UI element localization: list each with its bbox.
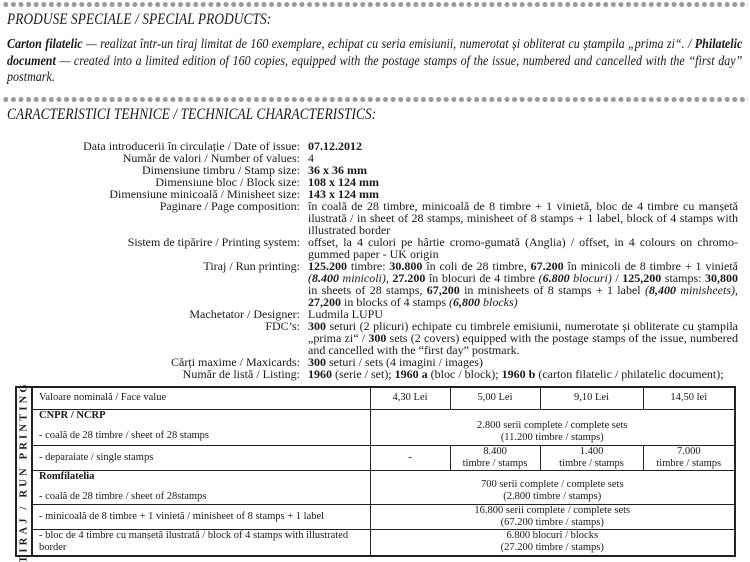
spec-row: Număr de listă / Listing: 1960 (serie / s… [0,368,740,380]
value-line: (11.200 timbre / stamps) [500,432,604,443]
spec-label: FDC’s: [265,319,300,333]
spec-label: Număr de listă / Listing: [182,367,300,381]
face-value: 9,10 Lei [539,388,644,410]
cnpr-sheet-value: 2.800 serii complete / complete sets (11.… [369,408,734,446]
spec-row: Cărți maxime / Maxicards: 300 seturi / se… [0,356,740,368]
special-products-heading: PRODUSE SPECIALE / SPECIAL PRODUCTS: [7,11,272,28]
minisheet-value: 16.800 serii complete / complete sets (67… [369,503,734,530]
en-description: — created into a limited edition of 160 … [7,53,743,86]
value-line: timbre / stamps [656,457,722,469]
spec-value: în coală de 28 timbre, minicoală de 8 ti… [308,199,738,237]
value-line: 2.800 serii complete / complete sets [477,420,628,431]
spec-label: Machetator / Designer: [189,307,300,321]
value-line: (27.200 timbre / stamps) [500,542,604,554]
dotted-divider [2,1,748,8]
spec-value: 4 [308,151,314,165]
dotted-divider [2,96,748,103]
spec-row: Tiraj / Run printing: 125.200 timbre: 30.… [0,260,740,308]
value-line: 7.000 [676,445,701,457]
table-row: Valoare nominală / Face value 4,30 Lei 5… [33,388,734,410]
spec-row: Număr de valori / Number of values: 4 [0,152,740,164]
spec-value: 1960 (serie / set); 1960 a (bloc / block… [308,367,724,381]
content-flow: Data introducerii în circulație / Date o… [0,140,750,562]
spec-row: Paginare / Page composition: în coală de … [0,200,740,236]
table-row: CNPR / NCRP - coală de 28 timbre / sheet … [33,408,734,446]
single-value: 8.400 timbre / stamps [449,444,541,471]
cnpr-sheet-cell: CNPR / NCRP - coală de 28 timbre / sheet … [33,408,371,446]
technical-specs: Data introducerii în circulație / Date o… [0,140,740,380]
row-label: - coală de 28 timbre / sheet of 28stamps [39,490,207,502]
table-row: - deparaiate / single stamps - 8.400 timb… [33,444,734,471]
spec-label: Dimensiune timbru / Stamp size: [142,163,300,177]
spec-value: Ludmila LUPU [308,307,383,321]
spec-row: Dimensiune timbru / Stamp size: 36 x 36 m… [0,164,740,176]
single-value: 1.400 timbre / stamps [539,444,644,471]
spec-label: Data introducerii în circulație / Date o… [83,139,300,153]
spec-value: 300 seturi (2 plicuri) echipate cu timbr… [308,319,738,357]
spec-row: FDC’s: 300 seturi (2 plicuri) echipate cu… [0,320,740,356]
value-line: (2.800 timbre / stamps) [503,491,602,502]
table-row: - bloc de 4 timbre cu manșetă ilustrată … [33,528,734,555]
value-line: 1.400 [579,445,604,457]
romfilatelia-title: Romfilatelia [39,470,95,482]
en-product-name: Philatelic document [7,37,743,69]
table-row: - minicoală de 8 timbre + 1 vinietă / mi… [33,503,734,530]
technical-heading: CARACTERISTICI TEHNICE / TECHNICAL CHARA… [7,106,377,123]
spec-value: 125.200 timbre: 30.800 în coli de 28 tim… [308,259,739,309]
romfilatelia-sheet-cell: Romfilatelia - coală de 28 timbre / sheet… [33,469,371,505]
spec-label: Cărți maxime / Maxicards: [171,355,300,369]
spec-label: Număr de valori / Number of values: [122,151,300,165]
value-line: timbre / stamps [462,457,528,469]
face-value: 4,30 Lei [369,388,451,410]
spec-value: 300 seturi / sets (4 imagini / images) [308,355,483,369]
single-value: - [369,444,451,471]
side-label: TIRAJ / RUN PRINTING [17,381,33,562]
value-line: 6.800 blocuri / blocks [506,530,599,542]
row-label: - coală de 28 timbre / sheet of 28 stamp… [39,429,209,441]
table-row: Romfilatelia - coală de 28 timbre / sheet… [33,469,734,505]
value-line: timbre / stamps [559,457,624,469]
spec-value: 07.12.2012 [308,139,362,153]
spec-label: Dimensiune minicoală / Minisheet size: [109,187,300,201]
spec-row: Machetator / Designer: Ludmila LUPU [0,308,740,320]
face-value: 14,50 lei [642,388,734,410]
spec-value: 143 x 124 mm [308,187,379,201]
spec-row: Dimensiune bloc / Block size: 108 x 124 m… [0,176,740,188]
spec-row: Data introducerii în circulație / Date o… [0,140,740,152]
row-label: - bloc de 4 timbre cu manșetă ilustrată … [33,528,371,555]
row-label: - deparaiate / single stamps [33,444,371,471]
spec-value: 36 x 36 mm [308,163,367,177]
special-products-text: Carton filatelic — realizat într-un tira… [7,37,742,87]
spec-value: offset, la 4 culori pe hârtie cromo-guma… [308,235,738,261]
spec-row: Dimensiune minicoală / Minisheet size: 14… [0,188,740,200]
side-label-text: TIRAJ / RUN PRINTING [18,380,30,562]
ro-product-name: Carton filatelic [7,37,83,52]
spec-label: Paginare / Page composition: [159,199,300,213]
spec-label: Sistem de tipărire / Printing system: [127,235,300,249]
face-value-label: Valoare nominală / Face value [33,388,371,410]
row-label: - minicoală de 8 timbre + 1 vinietă / mi… [33,503,371,530]
run-printing-table: TIRAJ / RUN PRINTING Valoare nominală / … [15,381,736,562]
single-value: 7.000 timbre / stamps [642,444,734,471]
ro-description: — realizat într-un tiraj limitat de 160 … [82,37,695,52]
value-line: (67.200 timbre / stamps) [500,516,604,528]
spec-value: 108 x 124 mm [308,175,379,189]
value-line: 8.400 [483,445,507,457]
value-line: 16.800 serii complete / complete sets [474,504,631,516]
spec-row: Sistem de tipărire / Printing system: off… [0,236,740,260]
spec-label: Tiraj / Run printing: [203,259,300,273]
face-value: 5,00 Lei [449,388,541,410]
cnpr-title: CNPR / NCRP [39,409,106,421]
spec-label: Dimensiune bloc / Block size: [155,175,300,189]
block-value: 6.800 blocuri / blocks (27.200 timbre / s… [369,528,734,555]
value-line: 700 serii complete / complete sets [480,479,624,490]
romfilatelia-sheet-value: 700 serii complete / complete sets (2.800… [369,469,734,505]
